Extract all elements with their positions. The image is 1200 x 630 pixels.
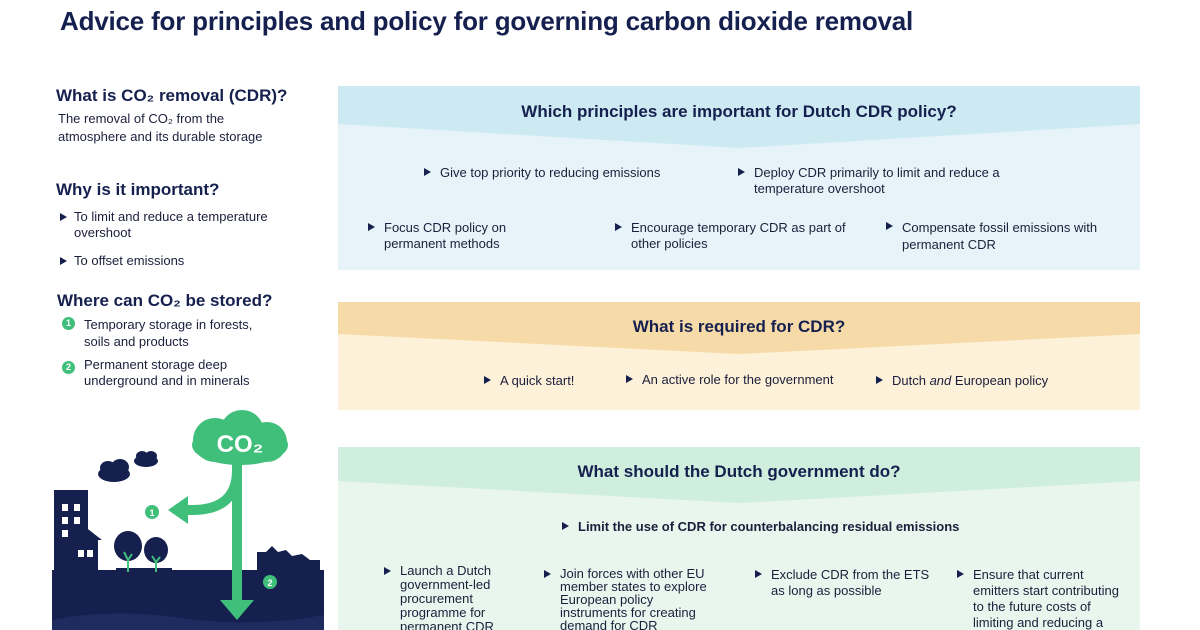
principle-item-1: Give top priority to reducing emissions [424, 165, 690, 181]
required-heading: What is required for CDR? [632, 317, 846, 336]
down-arrow-icon [220, 600, 254, 620]
bullet-triangle-icon [876, 376, 883, 384]
bullet-triangle-icon [424, 168, 431, 176]
bullet-triangle-icon [60, 213, 67, 221]
government-background [338, 447, 1140, 630]
why-item-1: To limit and reduce a temperature oversh… [60, 209, 282, 241]
where-item-1: Temporary storage in forests, soils and … [84, 317, 253, 349]
principles-background [338, 86, 1140, 270]
bullet-triangle-icon [615, 223, 622, 231]
government-item-4: Ensure that current emitters start contr… [957, 567, 1133, 630]
government-heading: What should the Dutch government do? [577, 462, 901, 481]
government-item-1: Launch a Dutch government-led procuremen… [384, 564, 530, 630]
required-item-2: An active role for the government [626, 372, 882, 388]
bullet-triangle-icon [755, 570, 762, 578]
principle-item-4: Encourage temporary CDR as part of other… [615, 220, 851, 252]
required-background [338, 302, 1140, 410]
required-panel: What is required for CDR? A quick start!… [338, 302, 1140, 410]
government-main-item: Limit the use of CDR for counterbalancin… [562, 519, 998, 535]
co2-cloud-icon [192, 410, 288, 465]
page-title: Advice for principles and policy for gov… [60, 6, 914, 36]
marker-2-badge [263, 575, 277, 589]
city-silhouette-icon [257, 546, 320, 572]
what-is-cdr-heading: What is CO₂ removal (CDR)? [56, 86, 288, 105]
why-item-2: To offset emissions [60, 253, 282, 269]
svg-text:1: 1 [149, 508, 154, 518]
bullet-triangle-icon [384, 567, 391, 575]
where-stored-heading: Where can CO₂ be stored? [57, 291, 273, 310]
principle-item-3: Focus CDR policy on permanent methods [368, 220, 554, 252]
principle-item-2: Deploy CDR primarily to limit and reduce… [738, 165, 1034, 197]
bullet-triangle-icon [562, 522, 569, 530]
building-icon [54, 490, 102, 572]
co2-storage-illustration: CO₂ 1 [52, 410, 324, 630]
left-arrow-icon [168, 496, 188, 524]
where-item-2: Permanent storage deep underground and i… [84, 357, 250, 388]
small-cloud-icon [98, 451, 158, 482]
required-item-1: A quick start! [484, 373, 620, 389]
bullet-triangle-icon [886, 222, 893, 230]
why-important-heading: Why is it important? [56, 180, 220, 199]
government-panel: What should the Dutch government do? Lim… [338, 447, 1140, 630]
principle-item-5: Compensate fossil emissions with permane… [886, 219, 1112, 253]
what-is-cdr-text: The removal of CO₂ from the atmosphere a… [58, 111, 263, 144]
bullet-triangle-icon [60, 257, 67, 265]
number-1-badge: 1 [62, 317, 75, 330]
bullet-triangle-icon [738, 168, 745, 176]
government-item-2: Join forces with other EU member states … [544, 567, 720, 630]
illustration-svg: CO₂ 1 [52, 410, 324, 630]
bullet-triangle-icon [368, 223, 375, 231]
number-2-badge: 2 [62, 361, 75, 374]
bullet-triangle-icon [484, 376, 491, 384]
bullet-triangle-icon [957, 570, 964, 578]
co2-cloud-label: CO₂ [217, 431, 264, 458]
bullet-triangle-icon [626, 375, 633, 383]
government-item-3: Exclude CDR from the ETS as long as poss… [755, 567, 931, 599]
bullet-triangle-icon [544, 570, 551, 578]
tree-icon [114, 531, 172, 574]
marker-1-badge [145, 505, 159, 519]
required-item-3: Dutch and European policy [876, 373, 1092, 389]
svg-text:2: 2 [267, 578, 272, 588]
principles-heading: Which principles are important for Dutch… [521, 102, 957, 121]
principles-panel: Which principles are important for Dutch… [338, 86, 1140, 270]
